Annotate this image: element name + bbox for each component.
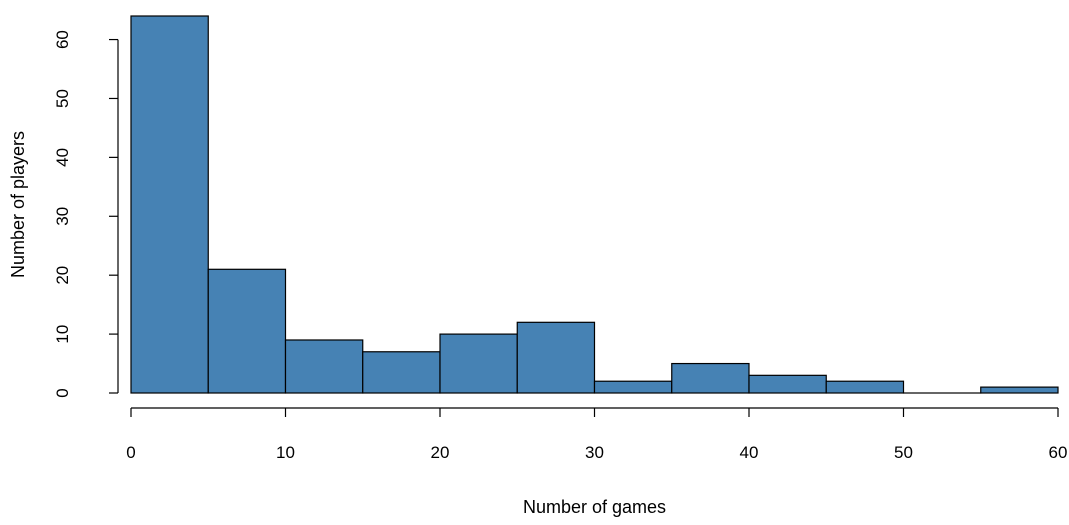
x-tick-label-20: 20 <box>431 443 450 462</box>
histogram-bar-25-30 <box>516 321 596 394</box>
x-tick-label-0: 0 <box>126 443 135 462</box>
x-tick-label-30: 30 <box>585 443 604 462</box>
y-axis-title: Number of players <box>8 131 28 278</box>
bars-group <box>130 15 1059 394</box>
histogram-bar-20-25 <box>439 333 518 394</box>
x-tick-label-40: 40 <box>740 443 759 462</box>
x-axis-title: Number of games <box>523 497 666 517</box>
histogram-bar-0-5 <box>130 15 209 394</box>
histogram-bar-15-20 <box>362 351 441 394</box>
histogram-bar-30-35 <box>593 380 673 394</box>
histogram-bar-10-15 <box>284 339 364 394</box>
histogram-bar-40-45 <box>748 374 827 394</box>
histogram-bar-55-60 <box>980 386 1059 394</box>
x-axis: 0 10 20 30 40 50 60 <box>126 407 1068 462</box>
x-tick-label-50: 50 <box>894 443 913 462</box>
y-axis: 0 10 20 30 40 50 60 <box>53 30 119 398</box>
x-tick-label-10: 10 <box>276 443 295 462</box>
histogram-bar-5-10 <box>207 268 287 394</box>
y-tick-label-0: 0 <box>53 388 72 397</box>
x-tick-label-60: 60 <box>1049 443 1068 462</box>
y-tick-label-30: 30 <box>53 207 72 226</box>
y-tick-label-60: 60 <box>53 30 72 49</box>
y-tick-label-20: 20 <box>53 266 72 285</box>
y-tick-label-50: 50 <box>53 89 72 108</box>
y-tick-label-40: 40 <box>53 148 72 167</box>
histogram-bar-45-50 <box>825 380 905 394</box>
y-tick-label-10: 10 <box>53 325 72 344</box>
histogram-bar-35-40 <box>671 362 750 394</box>
